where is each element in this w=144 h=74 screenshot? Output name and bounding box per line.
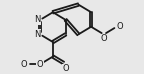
Text: O: O xyxy=(117,22,123,31)
Text: N: N xyxy=(34,30,40,39)
Text: N: N xyxy=(34,15,40,24)
Text: O: O xyxy=(62,64,69,73)
Text: O: O xyxy=(101,34,107,43)
Text: O: O xyxy=(37,60,43,69)
Text: O: O xyxy=(21,60,27,69)
